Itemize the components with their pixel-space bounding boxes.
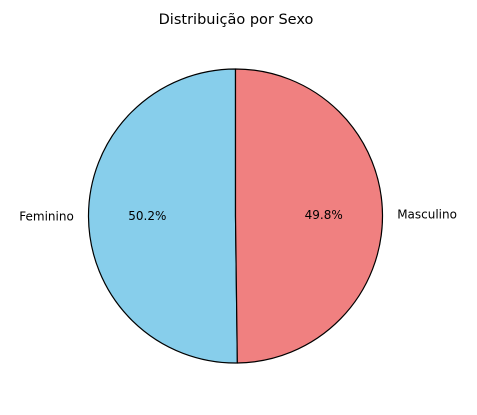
slice-label-feminino: Feminino (19, 210, 74, 224)
pie-slice-feminino (87, 68, 238, 364)
slice-percent-feminino: 50.2% (128, 209, 166, 223)
pie-slice-masculino (234, 68, 384, 364)
slice-label-masculino: Masculino (397, 207, 457, 221)
labels-layer: Feminino 50.2% Masculino 49.8% (19, 207, 457, 223)
slice-percent-masculino: 49.8% (305, 208, 343, 222)
chart-title: Distribuição por Sexo (159, 12, 314, 28)
slices-layer (87, 68, 384, 364)
